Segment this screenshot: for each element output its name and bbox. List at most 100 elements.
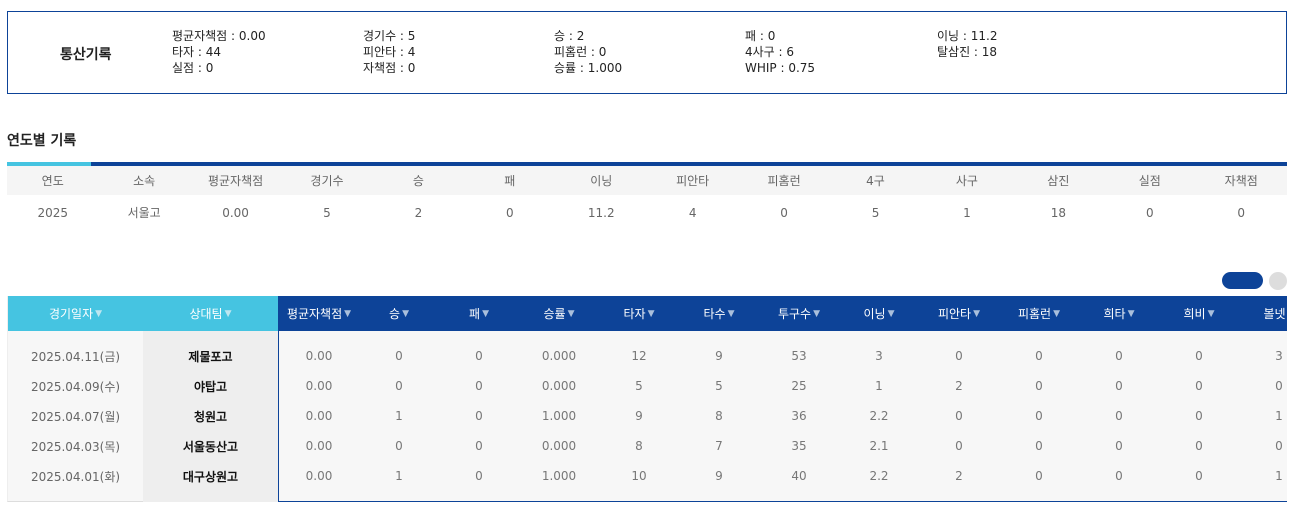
game-row-fixed: 2025.04.11(금) 제물포고: [8, 341, 278, 371]
game-stat-cell: 53: [791, 349, 807, 363]
yearly-col-header: 패: [464, 166, 556, 195]
sort-header[interactable]: 희타 ▼: [1079, 296, 1159, 331]
career-stats-grid: 평균자책점 : 0.00 경기수 : 5 승 : 2 패 : 0 이닝 : 11.2 타자…: [172, 29, 1128, 75]
game-stat-cell: 0: [1035, 409, 1043, 423]
sort-arrow-icon: ▼: [567, 308, 575, 319]
yearly-table: 연도 소속 평균자책점 경기수 승 패 이닝 피안타 피홈런 4구 사구 삼진 실점 자책점 2025 서울…: [7, 166, 1287, 230]
career-stat-item: 타자 : 44: [172, 45, 222, 59]
yearly-col-header: 피홈런: [738, 166, 830, 195]
game-stat-cell: 0: [1195, 379, 1203, 393]
game-stat-cell: 0: [1195, 439, 1203, 453]
sort-header-opponent[interactable]: 상대팀 ▼: [189, 307, 232, 321]
sort-header[interactable]: 승 ▼: [359, 296, 439, 331]
sort-header-label: 투구수: [777, 307, 812, 321]
game-stat-cell: 1: [395, 409, 403, 423]
game-stat-cell: 2: [955, 469, 963, 483]
game-stat-cell: 36: [791, 409, 807, 423]
sort-header-label: 타자: [623, 307, 646, 321]
sort-header[interactable]: 볼넷▼: [1239, 296, 1287, 331]
game-stat-cell: 1.000: [541, 409, 577, 423]
career-stat-item: 평균자책점 : 0.00: [172, 29, 266, 43]
yearly-col-header: 사구: [921, 166, 1013, 195]
game-stat-cell: 8: [635, 439, 643, 453]
career-stat-item: 이닝 : 11.2: [937, 29, 998, 43]
career-summary-title: 통산기록: [60, 47, 112, 63]
sort-header[interactable]: 패 ▼: [439, 296, 519, 331]
game-stat-cell: 3: [1275, 349, 1283, 363]
game-row: 0.00 0 0 0.000 12 9 53 3 0 0 0 0 3: [279, 341, 1287, 371]
yearly-row: 2025 서울고 0.00 5 2 0 11.2 4 0 5 1 18 0 0: [7, 195, 1287, 230]
game-stat-cell: 5: [635, 379, 643, 393]
game-stat-cell: 0.000: [541, 439, 577, 453]
horizontal-scroll-thumb[interactable]: [1222, 272, 1263, 289]
game-stat-cell: 25: [791, 379, 807, 393]
sort-header[interactable]: 투구수 ▼: [759, 296, 839, 331]
game-row-fixed: 2025.04.09(수) 야탑고: [8, 371, 278, 401]
yearly-cell: 0: [1237, 205, 1246, 220]
yearly-col-header: 승: [372, 166, 465, 195]
sort-header-label: 피홈런: [1017, 307, 1052, 321]
opponent-team: 서울동산고: [182, 439, 239, 454]
game-log-table: 경기일자 ▼ 상대팀 ▼ 2025.04.11(금) 제물포고 2025.04.09(수…: [7, 296, 1287, 502]
sort-header[interactable]: 평균자책점 ▼: [279, 296, 359, 331]
sort-header[interactable]: 승률 ▼: [519, 296, 599, 331]
sort-arrow-icon: ▼: [1053, 308, 1061, 319]
game-stat-cell: 0.00: [305, 469, 333, 483]
sort-header[interactable]: 피홈런 ▼: [999, 296, 1079, 331]
game-stat-cell: 0: [475, 439, 483, 453]
yearly-col-header: 4구: [829, 166, 922, 195]
career-summary: 통산기록 평균자책점 : 0.00 경기수 : 5 승 : 2 패 : 0 이닝 : 1…: [7, 11, 1287, 94]
sort-arrow-icon: ▼: [727, 308, 735, 319]
career-stat-item: 패 : 0: [745, 29, 776, 43]
opponent-team: 제물포고: [188, 349, 233, 364]
career-stat-item: 자책점 : 0: [363, 61, 416, 75]
game-stat-cell: 9: [715, 349, 723, 363]
yearly-cell: 4: [688, 205, 697, 220]
yearly-cell: 서울고: [127, 206, 161, 220]
yearly-cell: 18: [1050, 205, 1066, 220]
sort-arrow-icon: ▼: [1207, 308, 1215, 319]
yearly-cell: 11.2: [587, 205, 615, 220]
yearly-cell: 2025: [37, 205, 68, 220]
game-stat-cell: 2: [955, 379, 963, 393]
game-stat-cell: 0.00: [305, 379, 333, 393]
game-stat-cell: 0: [1115, 469, 1123, 483]
sort-header[interactable]: 타자 ▼: [599, 296, 679, 331]
horizontal-scroll-track-dot[interactable]: [1269, 272, 1287, 290]
yearly-col-header: 연도: [7, 166, 99, 195]
game-stat-cell: 0: [1195, 349, 1203, 363]
sort-header[interactable]: 피안타 ▼: [919, 296, 999, 331]
sort-header-label: 승: [389, 307, 401, 321]
sort-header[interactable]: 희비 ▼: [1159, 296, 1239, 331]
opponent-team: 야탑고: [193, 379, 228, 394]
game-stat-cell: 0: [955, 409, 963, 423]
game-log-scroll-area[interactable]: 평균자책점 ▼ 승 ▼ 패 ▼ 승률 ▼ 타자 ▼ 타수 ▼ 투구수 ▼ 이닝 ▼ 피안타 ▼ 피홈런 ▼ 희타 ▼ 희비 ▼…: [278, 296, 1287, 502]
sort-header-label: 평균자책점: [286, 307, 343, 321]
game-row: 0.00 1 0 1.000 9 8 36 2.2 0 0 0 0 1: [279, 401, 1287, 431]
game-stat-cell: 0: [395, 379, 403, 393]
game-stat-cell: 0: [955, 439, 963, 453]
yearly-col-header: 이닝: [555, 166, 647, 195]
game-log-fixed-columns: 경기일자 ▼ 상대팀 ▼ 2025.04.11(금) 제물포고 2025.04.09(수…: [7, 296, 278, 502]
game-row: 0.00 0 0 0.000 5 5 25 1 2 0 0 0 0: [279, 371, 1287, 401]
sort-arrow-icon: ▼: [402, 308, 409, 319]
game-date: 2025.04.11(금): [30, 349, 121, 364]
sort-header-date[interactable]: 경기일자 ▼: [48, 307, 103, 321]
career-stat-item: 경기수 : 5: [363, 29, 416, 43]
yearly-cell: 0.00: [222, 205, 249, 220]
sort-header-label: 타수: [703, 307, 726, 321]
sort-header[interactable]: 이닝 ▼: [839, 296, 919, 331]
sort-header-label: 피안타: [937, 307, 972, 321]
yearly-cell: 0: [506, 205, 514, 220]
game-stat-cell: 0.00: [305, 349, 333, 363]
game-stat-cell: 0: [1275, 439, 1283, 453]
sort-header[interactable]: 타수 ▼: [679, 296, 759, 331]
sort-arrow-icon: ▼: [1127, 308, 1135, 319]
yearly-cell: 0: [1145, 205, 1154, 220]
section-divider: [7, 162, 1287, 166]
sort-arrow-icon: ▼: [344, 308, 352, 319]
game-stat-cell: 0: [475, 409, 483, 423]
game-stat-cell: 0: [1035, 349, 1043, 363]
career-stat-item: 실점 : 0: [172, 61, 214, 75]
game-stat-cell: 12: [631, 349, 647, 363]
